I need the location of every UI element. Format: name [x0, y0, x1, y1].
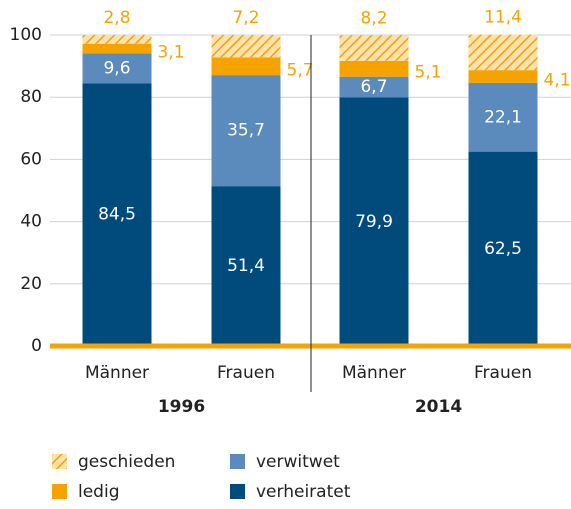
- bar-segment: [339, 35, 409, 61]
- x-tick-label: Männer: [342, 363, 406, 383]
- legend-label: verheiratet: [256, 482, 351, 502]
- data-label: 4,1: [544, 71, 571, 91]
- legend-swatch: [230, 484, 245, 499]
- x-tick-label: Frauen: [474, 363, 532, 383]
- data-label: 5,7: [287, 60, 314, 80]
- y-tick-label: 60: [20, 149, 42, 169]
- bar-segment: [82, 83, 152, 346]
- x-tick-label: Männer: [85, 363, 149, 383]
- bar-segment: [339, 97, 409, 346]
- data-label: 35,7: [227, 121, 265, 141]
- data-label: 2,8: [103, 8, 130, 28]
- data-label: 51,4: [227, 256, 265, 276]
- data-label: 6,7: [360, 77, 387, 97]
- bar-segment: [211, 57, 281, 76]
- y-tick-label: 80: [20, 87, 42, 107]
- y-tick-label: 100: [10, 25, 42, 45]
- bar-segment: [211, 75, 281, 187]
- bar-segment: [82, 43, 152, 54]
- data-label: 62,5: [484, 239, 522, 259]
- data-label: 3,1: [158, 43, 185, 63]
- y-tick-label: 20: [20, 274, 42, 294]
- data-label: 8,2: [360, 8, 387, 28]
- legend-label: ledig: [78, 482, 120, 502]
- legend-label: verwitwet: [256, 452, 340, 472]
- group-label: 2014: [415, 397, 462, 417]
- y-tick-label: 0: [31, 336, 42, 356]
- data-label: 5,1: [415, 63, 442, 83]
- bar-segment: [339, 60, 409, 77]
- bar-segment: [82, 35, 152, 44]
- legend-swatch: [52, 454, 67, 469]
- bar-segment: [82, 53, 152, 84]
- legend-swatch: [230, 454, 245, 469]
- bar-segment: [211, 186, 281, 346]
- legend-swatch: [52, 484, 67, 499]
- bar-segment: [211, 35, 281, 58]
- bar-segment: [339, 76, 409, 98]
- bar-segment: [468, 151, 538, 346]
- bar-segment: [468, 82, 538, 152]
- data-label: 84,5: [98, 205, 136, 225]
- data-label: 22,1: [484, 107, 522, 127]
- group-label: 1996: [158, 397, 205, 417]
- data-label: 7,2: [232, 8, 259, 28]
- y-tick-label: 40: [20, 212, 42, 232]
- bar-segment: [468, 70, 538, 83]
- x-tick-label: Frauen: [217, 363, 275, 383]
- data-label: 11,4: [484, 8, 522, 28]
- data-label: 9,6: [103, 58, 130, 78]
- legend-label: geschieden: [78, 452, 175, 472]
- bar-segment: [468, 34, 538, 71]
- data-label: 79,9: [355, 212, 393, 232]
